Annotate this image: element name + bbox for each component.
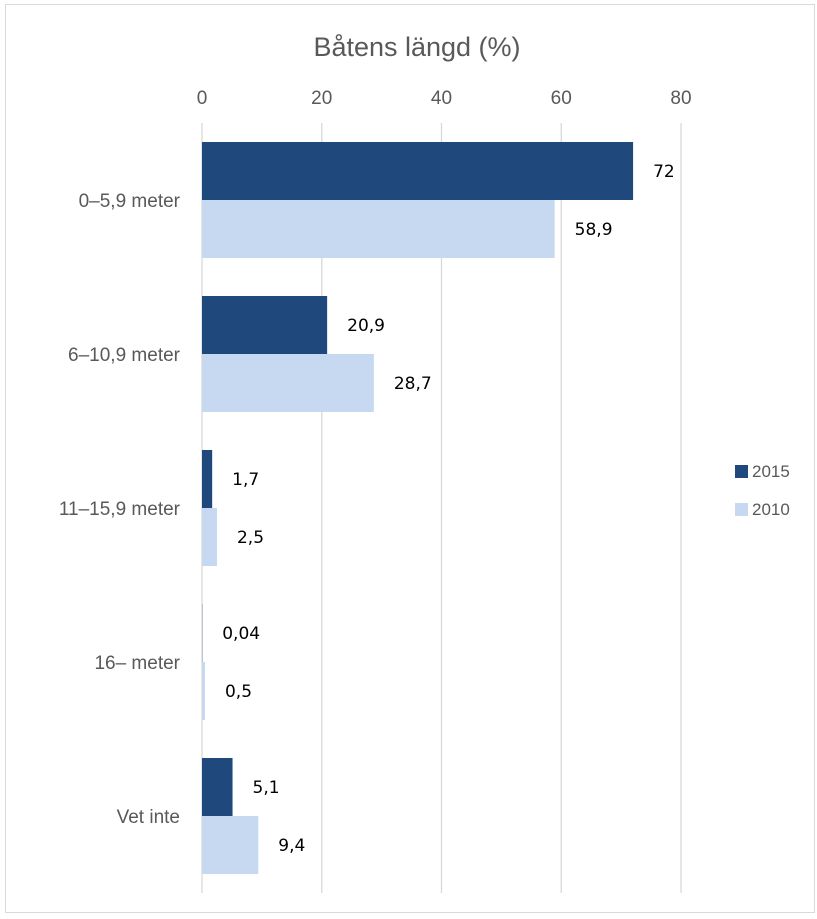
bar-2015-2 (202, 296, 328, 354)
bar-2015-1 (202, 142, 634, 200)
legend-swatch-2010 (735, 503, 748, 516)
bar-2010-3 (202, 508, 217, 566)
category-label: 6–10,9 meter (68, 345, 181, 366)
data-label-2010-5: 9,4 (278, 836, 305, 856)
legend-label-2015: 2015 (752, 462, 790, 481)
x-tick-label: 0 (197, 88, 208, 109)
bar-2010-2 (202, 354, 374, 412)
x-tick-label: 40 (431, 88, 452, 109)
data-labels: 72 58,9 20,9 28,7 1,7 2,5 0,04 0,5 5,1 9,4 (222, 162, 675, 856)
category-label: Vet inte (117, 807, 180, 828)
legend-swatch-2015 (735, 465, 748, 478)
x-tick-label: 60 (551, 88, 572, 109)
data-label-2010-2: 28,7 (394, 374, 432, 394)
bar-2015-5 (202, 758, 233, 816)
category-label: 0–5,9 meter (79, 191, 181, 212)
data-label-2010-1: 58,9 (575, 220, 613, 240)
data-label-2015-1: 72 (653, 162, 675, 182)
data-label-2015-2: 20,9 (347, 316, 385, 336)
category-label: 16– meter (94, 653, 180, 674)
bars (202, 142, 634, 874)
bar-2010-4 (202, 662, 205, 720)
category-label: 11–15,9 meter (59, 499, 181, 520)
x-tick-label: 80 (670, 88, 691, 109)
bar-2010-5 (202, 816, 259, 874)
legend: 2015 2010 (735, 462, 790, 519)
legend-label-2010: 2010 (752, 500, 790, 519)
data-label-2010-4: 0,5 (225, 682, 252, 702)
data-label-2015-4: 0,04 (222, 624, 260, 644)
category-labels: 0–5,9 meter 6–10,9 meter 11–15,9 meter 16– … (59, 191, 181, 828)
x-tick-label: 20 (311, 88, 332, 109)
chart-title: Båtens längd (%) (313, 32, 520, 62)
data-label-2015-5: 5,1 (253, 778, 280, 798)
bar-2010-1 (202, 200, 555, 258)
data-label-2010-3: 2,5 (237, 528, 264, 548)
bar-2015-3 (202, 450, 213, 508)
x-axis-ticks: 0 20 40 60 80 (197, 88, 692, 109)
data-label-2015-3: 1,7 (232, 470, 259, 490)
